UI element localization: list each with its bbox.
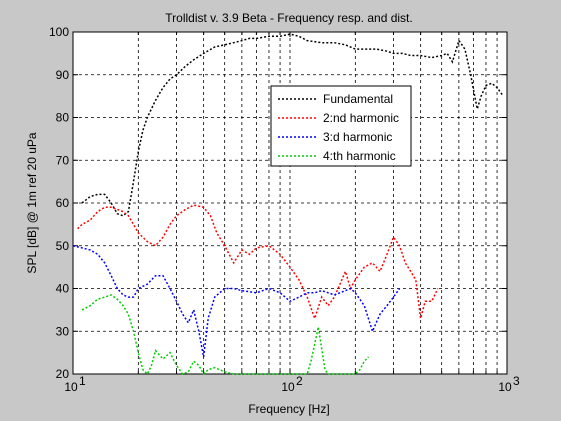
- legend-label: Fundamental: [323, 92, 393, 106]
- y-tick-label: 40: [56, 282, 70, 296]
- legend-label: 3:d harmonic: [323, 130, 392, 144]
- x-tick-label: 10 2: [281, 374, 303, 394]
- x-tick-exponent: 2: [296, 374, 303, 388]
- y-tick-label: 100: [49, 25, 69, 39]
- series-layer: [72, 33, 504, 376]
- y-tick-label: 90: [56, 68, 70, 82]
- series-line-4: [81, 294, 370, 376]
- legend-label: 2:nd harmonic: [323, 111, 399, 125]
- x-axis-label: Frequency [Hz]: [248, 402, 329, 416]
- y-tick-label: 70: [56, 153, 70, 167]
- x-tick-exponent: 3: [513, 374, 520, 388]
- y-tick-label: 50: [56, 239, 70, 253]
- x-tick-base: 10: [281, 380, 295, 394]
- legend: Fundamental 2:nd harmonic 3:d harmonic 4:th…: [270, 85, 412, 167]
- chart-title: Trolldist v. 3.9 Beta - Frequency resp. …: [165, 11, 412, 25]
- y-tick-label: 60: [56, 196, 70, 210]
- x-tick-label: 10 3: [498, 374, 520, 394]
- series-line-3: [72, 245, 401, 358]
- x-tick-base: 10: [64, 380, 78, 394]
- x-tick-label: 10 1: [64, 374, 86, 394]
- y-tick-label: 80: [56, 111, 70, 125]
- y-axis-label: SPL [dB] @ 1m ref 20 uPa: [25, 132, 39, 273]
- y-tick-labels: 20 30 40 50 60 70 80 90 100: [49, 25, 69, 381]
- series-line-1: [81, 33, 504, 217]
- legend-label: 4:th harmonic: [323, 149, 396, 163]
- x-tick-base: 10: [498, 380, 512, 394]
- series-line-2: [77, 204, 439, 321]
- x-tick-labels: 10 1 10 2 10 3: [64, 374, 520, 394]
- axis-ticks: [72, 31, 507, 375]
- y-tick-label: 30: [56, 324, 70, 338]
- x-tick-exponent: 1: [79, 374, 86, 388]
- y-tick-label: 20: [56, 367, 70, 381]
